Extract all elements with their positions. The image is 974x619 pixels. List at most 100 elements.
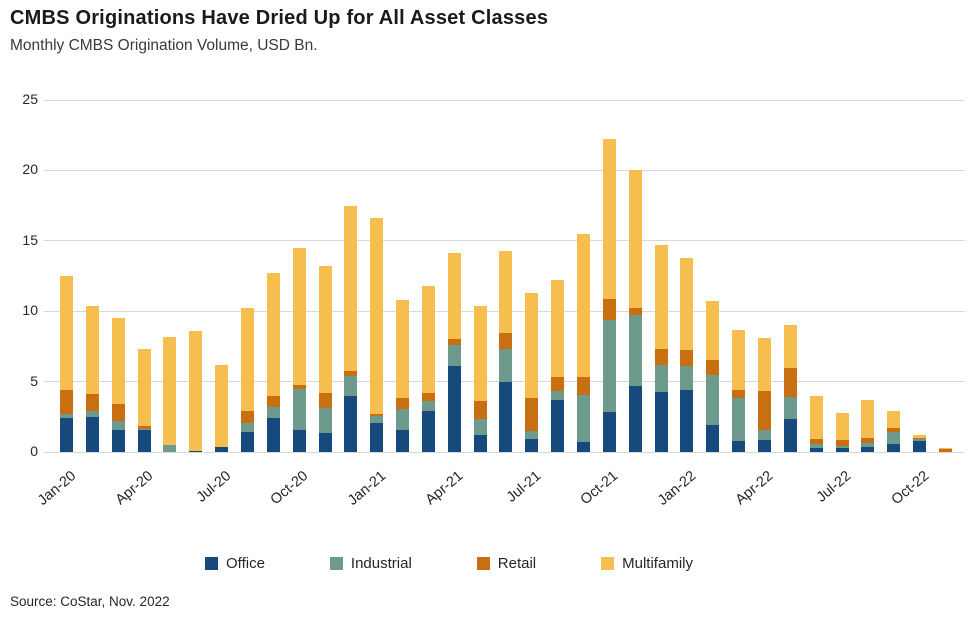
bar-segment-retail-jan-22 (680, 349, 694, 367)
x-tick-label-jan-22: Jan-22 (654, 468, 700, 509)
bar-segment-multifamily-feb-21 (396, 299, 410, 398)
bar-segment-multifamily-sep-21 (577, 233, 590, 377)
bar-segment-multifamily-apr-21 (447, 253, 461, 340)
bar-segment-industrial-apr-20 (137, 429, 151, 431)
bar-segment-retail-sep-22 (887, 428, 901, 432)
bar-segment-retail-jun-21 (499, 333, 513, 349)
bar-segment-multifamily-may-22 (783, 325, 797, 369)
x-tick-label-oct-21: Oct-21 (578, 468, 622, 509)
x-tick-label-apr-21: Apr-21 (422, 468, 467, 509)
bar-segment-retail-apr-20 (137, 425, 151, 430)
bar-segment-industrial-oct-20 (292, 389, 306, 431)
x-tick-label-jan-21: Jan-21 (344, 468, 389, 509)
bar-segment-office-nov-21 (628, 385, 642, 452)
chart-title: CMBS Originations Have Dried Up for All … (10, 7, 549, 29)
bar-segment-industrial-oct-22 (913, 439, 927, 441)
bar-segment-retail-sep-20 (266, 395, 280, 407)
gridline-y25 (44, 99, 965, 101)
bar-segment-office-may-22 (783, 418, 797, 452)
bar-segment-industrial-mar-20 (111, 421, 125, 431)
bar-segment-industrial-sep-22 (887, 431, 901, 444)
x-tick-label-oct-20: Oct-20 (267, 468, 312, 509)
bar-segment-industrial-jul-22 (835, 445, 849, 449)
bar-segment-office-feb-20 (85, 416, 99, 452)
x-tick-label-apr-22: Apr-22 (733, 468, 777, 509)
bar-segment-office-jul-22 (835, 448, 849, 452)
bar-segment-multifamily-jun-20 (189, 330, 203, 452)
legend-label-office: Office (226, 555, 265, 572)
bar-segment-multifamily-oct-22 (913, 435, 927, 438)
bar-segment-retail-feb-22 (706, 359, 720, 375)
bar-segment-industrial-aug-21 (551, 391, 565, 400)
legend-swatch-industrial (329, 557, 343, 570)
bar-segment-retail-dec-21 (654, 348, 668, 365)
bar-segment-industrial-sep-21 (577, 394, 590, 443)
bar-segment-office-dec-20 (344, 395, 358, 452)
bar-segment-retail-mar-21 (421, 392, 435, 402)
bar-segment-retail-jul-21 (525, 398, 539, 431)
bar-segment-industrial-dec-20 (344, 375, 358, 396)
legend-item-retail: Retail (476, 555, 536, 572)
bar-segment-office-may-21 (473, 435, 487, 452)
bar-segment-multifamily-jun-21 (499, 250, 513, 333)
bar-segment-multifamily-nov-21 (628, 170, 642, 308)
x-axis-line (44, 451, 965, 453)
bar-segment-office-jun-20 (189, 451, 203, 453)
bar-segment-multifamily-may-20 (163, 336, 177, 445)
bar-segment-industrial-sep-20 (266, 406, 280, 419)
bar-segment-multifamily-mar-20 (111, 318, 125, 405)
bar-segment-retail-dec-20 (344, 371, 358, 376)
bar-segment-retail-mar-20 (111, 404, 125, 422)
bar-segment-industrial-jan-22 (680, 366, 694, 391)
x-tick-label-apr-20: Apr-20 (112, 468, 157, 509)
x-tick-label-jul-21: Jul-21 (503, 468, 545, 506)
legend-swatch-retail (476, 557, 490, 570)
bar-segment-office-nov-20 (318, 432, 332, 452)
bar-segment-industrial-feb-21 (396, 409, 410, 431)
bar-segment-industrial-nov-21 (628, 315, 642, 386)
legend-label-multifamily: Multifamily (622, 555, 693, 572)
x-tick-label-jul-20: Jul-20 (193, 468, 234, 506)
bar-segment-retail-jan-20 (60, 390, 73, 414)
bar-segment-multifamily-mar-21 (421, 285, 435, 393)
bar-segment-industrial-jun-22 (809, 443, 823, 449)
legend-label-industrial: Industrial (350, 555, 412, 572)
bar-segment-office-mar-20 (111, 430, 125, 452)
bar-segment-industrial-feb-20 (85, 411, 99, 417)
legend-swatch-multifamily (601, 557, 615, 570)
bar-segment-retail-mar-22 (732, 390, 746, 399)
y-tick-label-5: 5 (30, 372, 38, 389)
chart-subtitle: Monthly CMBS Origination Volume, USD Bn. (10, 37, 318, 54)
bar-segment-multifamily-mar-22 (732, 329, 746, 391)
bar-segment-office-dec-21 (654, 392, 668, 452)
bar-segment-industrial-may-20 (163, 444, 177, 452)
bar-segment-industrial-mar-22 (732, 398, 746, 442)
bar-segment-retail-aug-21 (551, 376, 565, 392)
bar-segment-industrial-oct-21 (602, 320, 616, 412)
bar-segment-industrial-may-21 (473, 418, 487, 436)
bar-segment-retail-aug-22 (861, 437, 875, 443)
bar-segment-retail-jun-22 (809, 439, 823, 444)
bar-segment-office-jul-21 (525, 438, 539, 452)
bar-segment-office-jun-21 (499, 381, 513, 452)
bar-segment-office-apr-22 (757, 440, 771, 452)
bar-segment-multifamily-oct-20 (292, 247, 306, 386)
bar-segment-industrial-jan-21 (370, 416, 384, 424)
bar-segment-office-sep-20 (266, 418, 280, 452)
bar-segment-retail-jan-21 (370, 413, 384, 417)
bar-segment-office-oct-21 (602, 411, 616, 452)
bar-segment-multifamily-may-21 (473, 305, 487, 401)
bar-segment-multifamily-aug-21 (551, 280, 565, 377)
bar-segment-multifamily-dec-20 (344, 205, 358, 372)
bar-segment-office-jun-22 (809, 448, 823, 452)
x-tick-label-jul-22: Jul-22 (813, 468, 855, 506)
bar-segment-multifamily-apr-20 (137, 349, 151, 426)
bar-segment-multifamily-jan-21 (370, 218, 384, 414)
bar-segment-multifamily-aug-22 (861, 399, 875, 438)
bar-segment-office-aug-22 (861, 447, 875, 452)
bar-segment-office-mar-22 (732, 441, 746, 452)
bar-segment-multifamily-jun-22 (809, 395, 823, 440)
bar-segment-multifamily-jul-21 (525, 292, 539, 399)
bar-segment-office-feb-21 (396, 430, 410, 452)
